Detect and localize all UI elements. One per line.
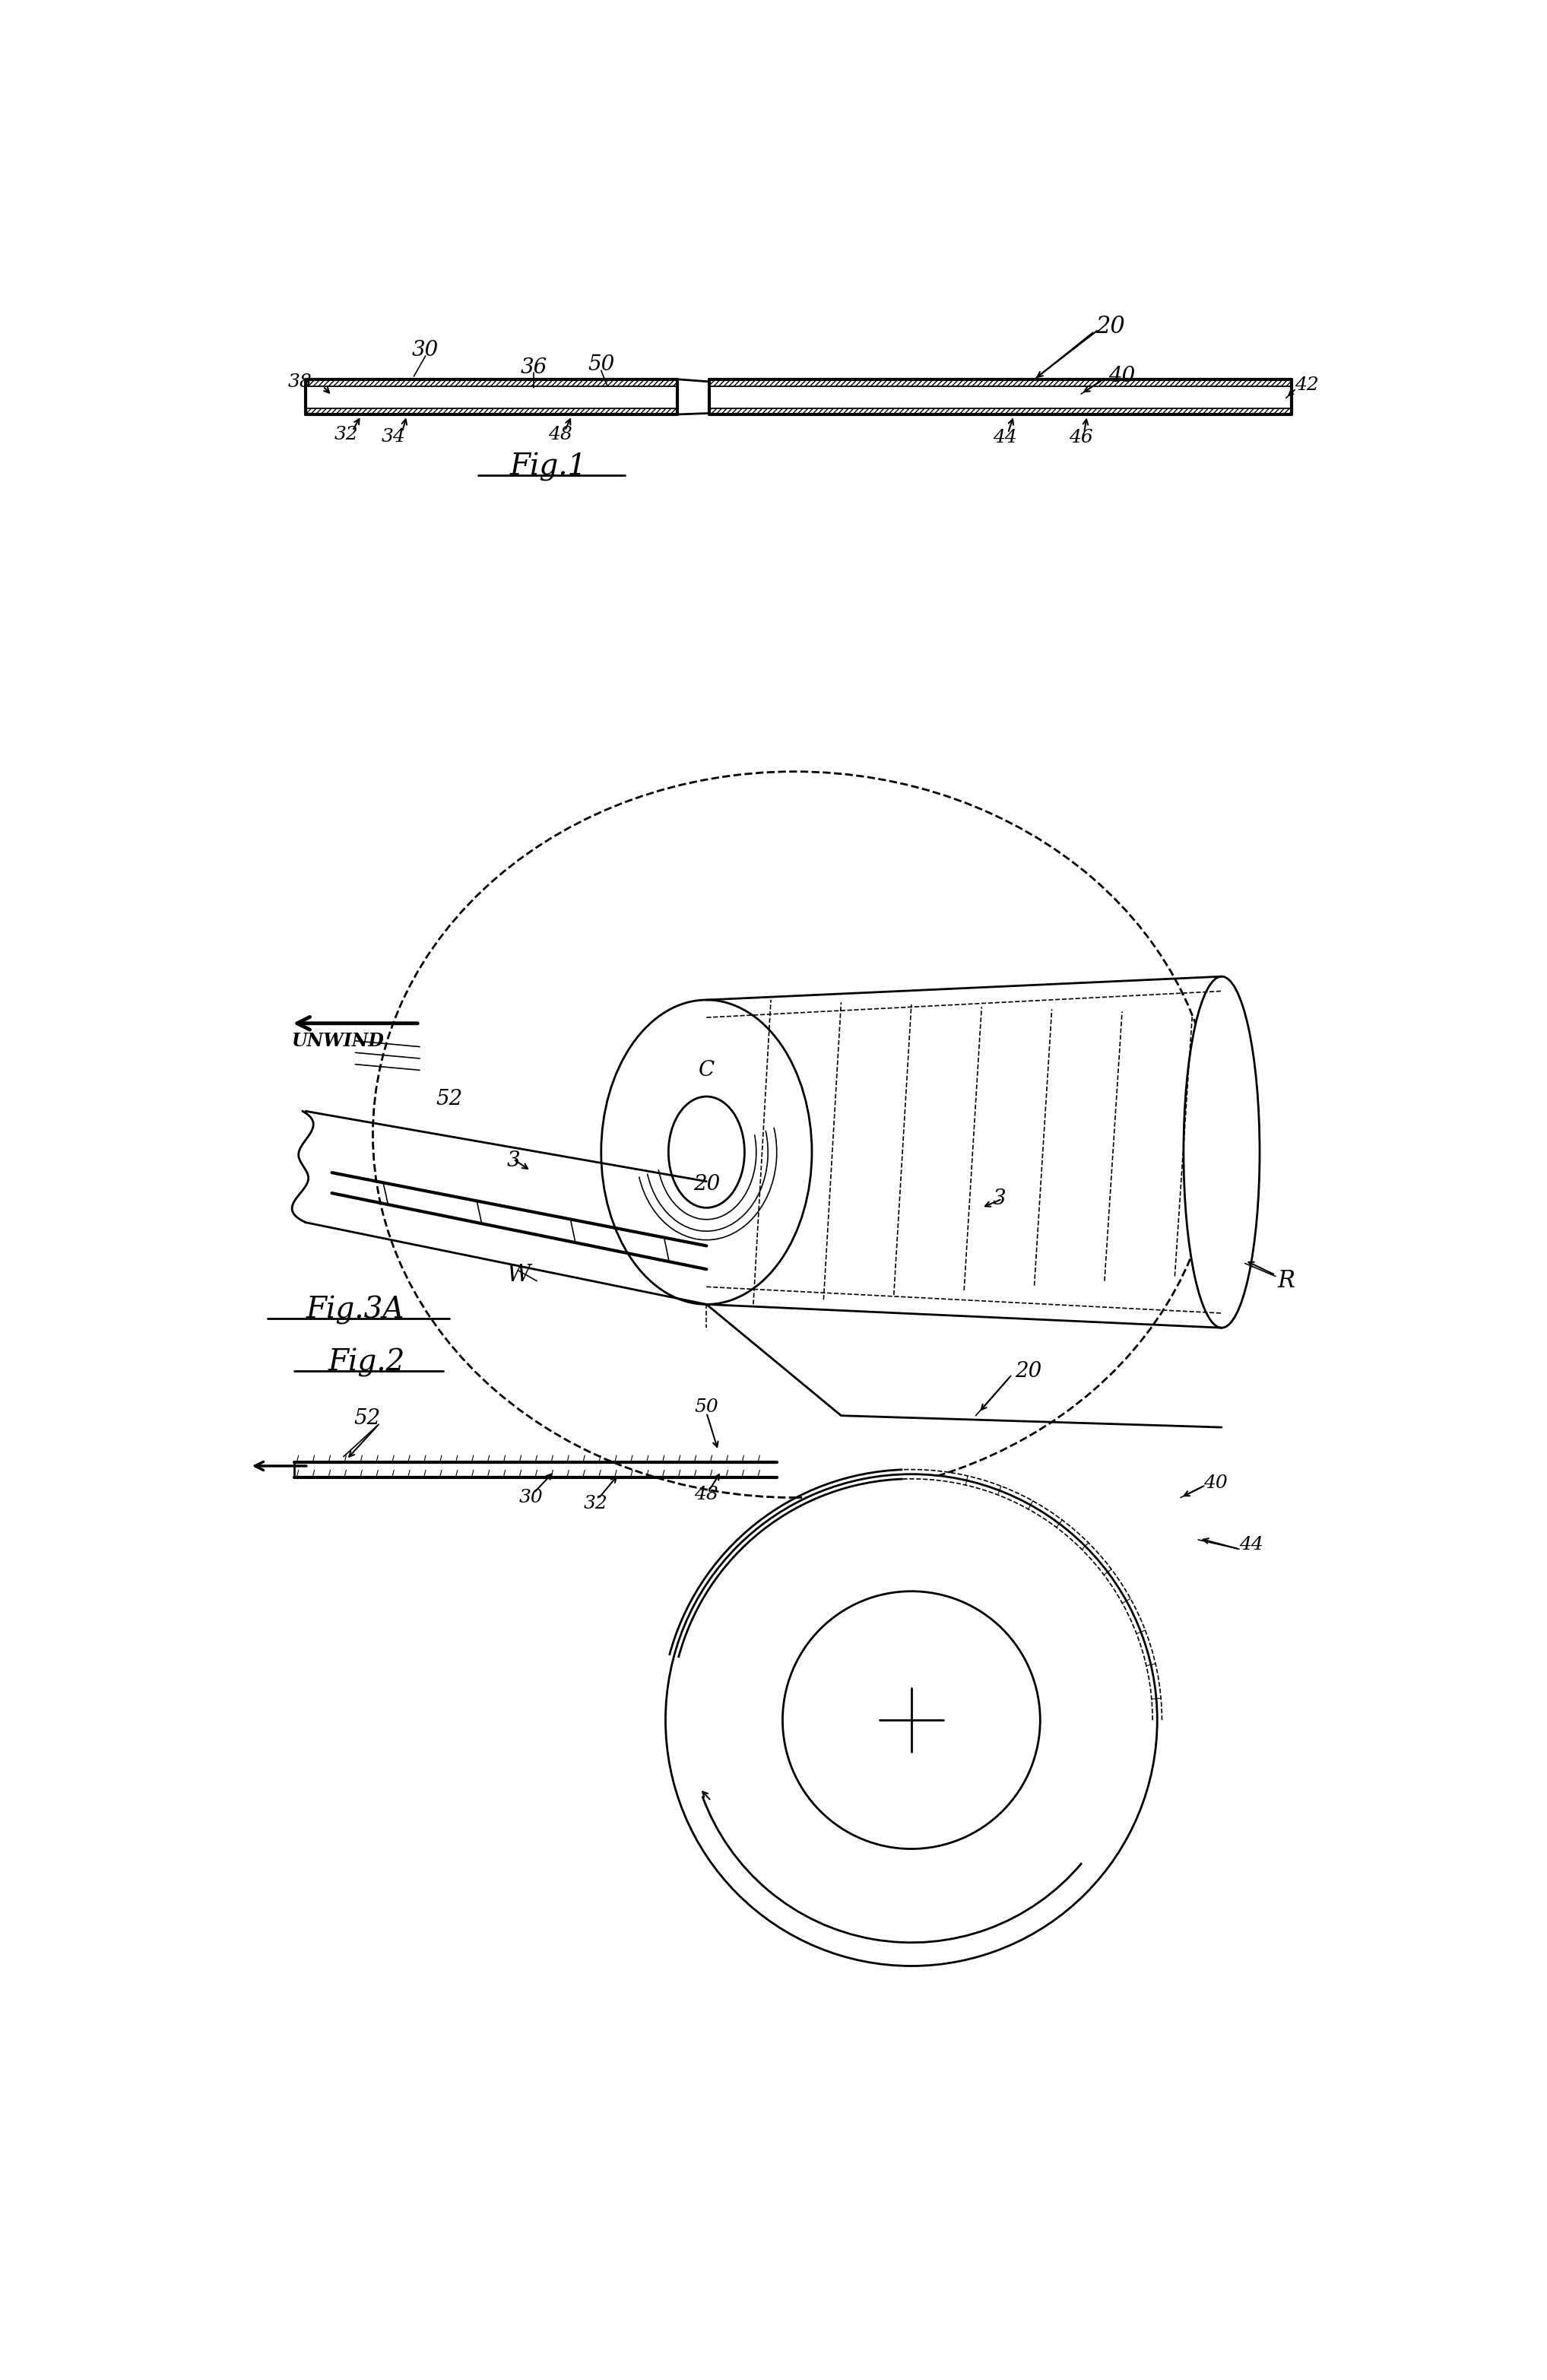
Text: 48: 48 [548, 426, 572, 443]
Text: 30: 30 [412, 340, 439, 359]
Text: 34: 34 [381, 428, 405, 445]
Text: Fig.3A: Fig.3A [306, 1295, 404, 1326]
Bar [306, 378, 678, 386]
Text: 50: 50 [588, 355, 614, 376]
Text: 50: 50 [695, 1397, 718, 1416]
Text: 30: 30 [518, 1490, 543, 1507]
Text: 3: 3 [993, 1188, 1006, 1209]
Bar [710, 409, 1292, 414]
Text: 32: 32 [583, 1495, 608, 1511]
Text: 40: 40 [1204, 1473, 1228, 1492]
Text: 20: 20 [693, 1173, 719, 1195]
Text: 44: 44 [1239, 1535, 1262, 1554]
Text: 36: 36 [520, 357, 548, 378]
Text: UNWIND: UNWIND [291, 1033, 384, 1050]
Bar [710, 378, 1292, 386]
Text: 46: 46 [1069, 428, 1094, 447]
Text: 20: 20 [1015, 1361, 1041, 1383]
Text: 20: 20 [1095, 314, 1125, 338]
Text: 52: 52 [436, 1090, 463, 1109]
Text: 52: 52 [354, 1409, 381, 1428]
Text: 38: 38 [288, 374, 312, 390]
Text: R: R [1278, 1269, 1295, 1292]
Circle shape [783, 1592, 1040, 1849]
Circle shape [665, 1473, 1157, 1966]
Text: 40: 40 [1109, 367, 1135, 386]
Text: W: W [507, 1264, 531, 1288]
Ellipse shape [668, 1097, 744, 1207]
Text: C: C [698, 1059, 715, 1081]
Ellipse shape [602, 1000, 812, 1304]
Bar [306, 409, 678, 414]
Text: 48: 48 [695, 1485, 718, 1504]
Text: 3: 3 [506, 1150, 520, 1171]
Text: 44: 44 [993, 428, 1016, 447]
Text: Fig.2: Fig.2 [328, 1349, 405, 1378]
Text: 42: 42 [1295, 376, 1318, 393]
Text: Fig.1: Fig.1 [511, 452, 586, 481]
Text: 32: 32 [334, 426, 359, 443]
Ellipse shape [1183, 976, 1259, 1328]
